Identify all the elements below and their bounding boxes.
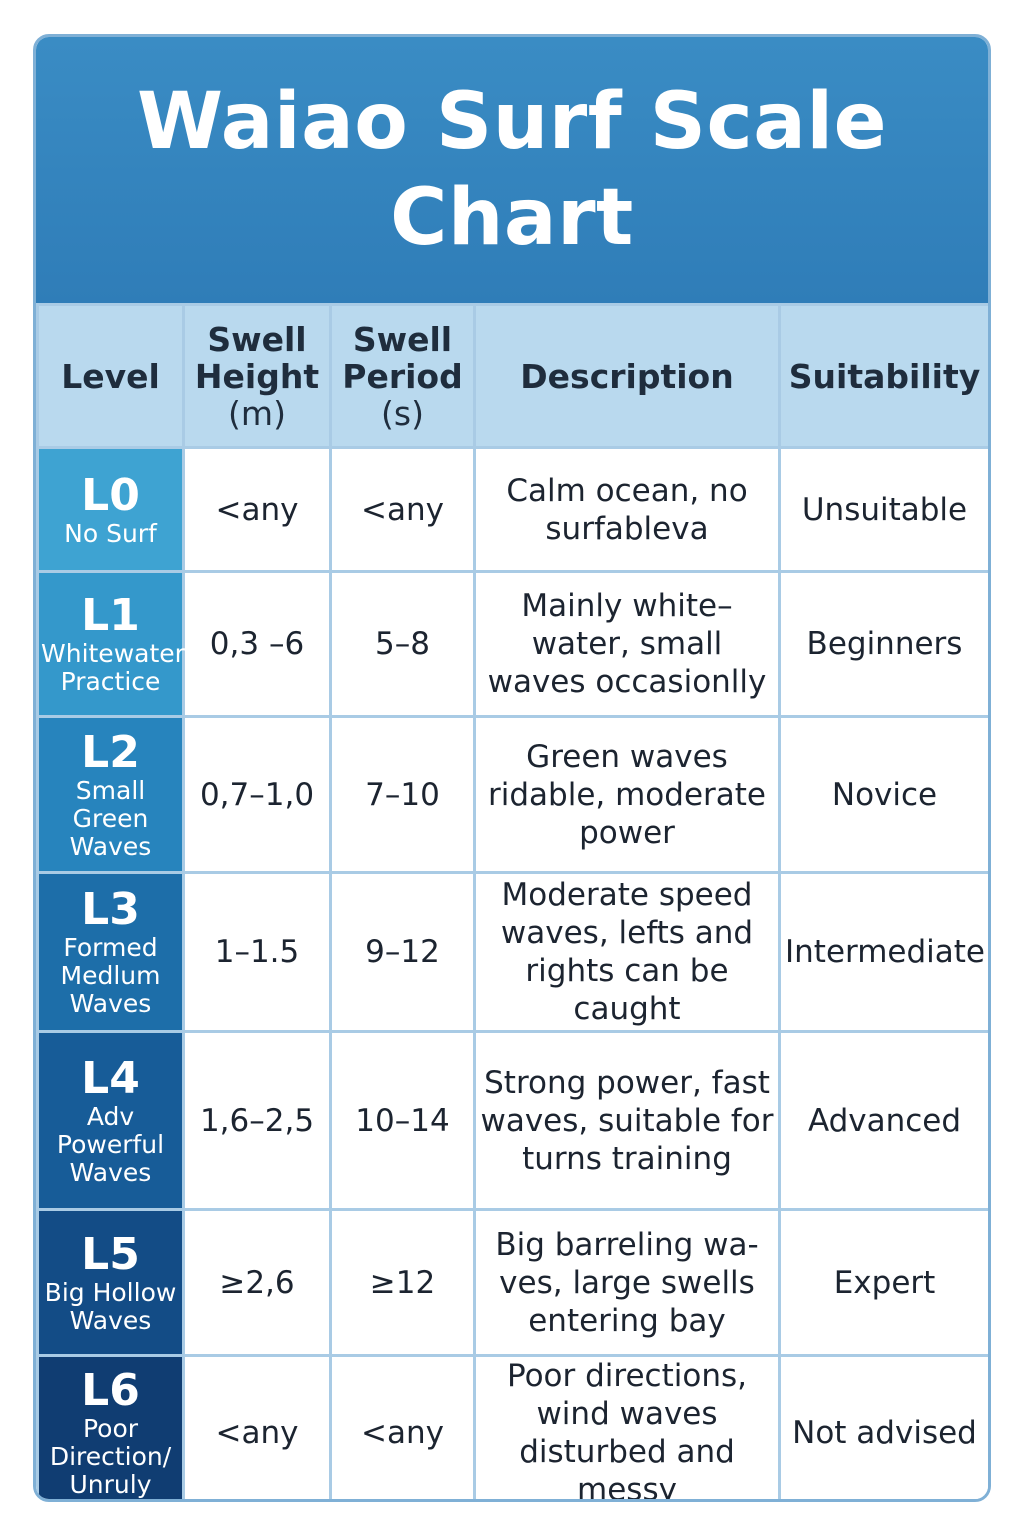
level-code: L6 — [81, 1365, 140, 1416]
swell-height-cell: ≥2,6 — [182, 1208, 332, 1357]
surf-scale-card: Waiao Surf Scale Chart Level Swell Heigh… — [33, 34, 991, 1502]
table-row: L6 Poor Direction/ Unruly <any <any Poor… — [36, 1354, 988, 1499]
swell-period-cell: 5–8 — [329, 570, 476, 718]
table-row: L3 Formed Medlum Waves 1–1.5 9–12 Modera… — [36, 871, 988, 1033]
swell-period-cell: ≥12 — [329, 1208, 476, 1357]
level-code: L5 — [81, 1228, 140, 1280]
swell-height-cell: 1–1.5 — [182, 871, 332, 1033]
description-cell: Strong power, fast waves, suitable for t… — [473, 1030, 781, 1211]
level-cell: L4 Adv Powerful Waves — [36, 1030, 185, 1211]
table-row: L4 Adv Powerful Waves 1,6–2,5 10–14 Stro… — [36, 1030, 988, 1211]
level-code: L1 — [81, 590, 140, 641]
suitability-cell: Beginners — [778, 570, 988, 718]
level-name: No Surf — [64, 518, 157, 548]
suitability-cell: Advanced — [778, 1030, 988, 1211]
header-suitability: Suitability — [778, 303, 988, 449]
header-description: Description — [473, 303, 781, 449]
table-row: L1 Whitewater Practice 0,3 –6 5–8 Mainly… — [36, 570, 988, 718]
swell-period-cell: 9–12 — [329, 871, 476, 1033]
level-cell: L1 Whitewater Practice — [36, 570, 185, 718]
page-title: Waiao Surf Scale Chart — [137, 77, 887, 263]
level-cell: L2 Small Green Waves — [36, 715, 185, 874]
description-cell: Mainly white– water, small waves occasio… — [473, 570, 781, 718]
description-cell: Green waves ridable, moderate power — [473, 715, 781, 874]
swell-period-cell: <any — [329, 1354, 476, 1499]
swell-height-cell: <any — [182, 446, 332, 573]
header-swell-period-unit: (s) — [381, 393, 424, 433]
level-cell: L5 Big Hollow Waves — [36, 1208, 185, 1357]
table-row: L2 Small Green Waves 0,7–1,0 7–10 Green … — [36, 715, 988, 874]
swell-period-cell: 7–10 — [329, 715, 476, 874]
swell-height-cell: 0,3 –6 — [182, 570, 332, 718]
title-banner: Waiao Surf Scale Chart — [36, 37, 988, 303]
header-swell-period-label: Swell Period — [342, 319, 463, 396]
level-cell: L3 Formed Medlum Waves — [36, 871, 185, 1033]
description-cell: Moderate speed waves, lefts and rights c… — [473, 871, 781, 1033]
swell-height-cell: <any — [182, 1354, 332, 1499]
suitability-cell: Expert — [778, 1208, 988, 1357]
level-cell: L6 Poor Direction/ Unruly — [36, 1354, 185, 1499]
swell-height-cell: 1,6–2,5 — [182, 1030, 332, 1211]
header-swell-period: Swell Period (s) — [329, 303, 476, 449]
level-name: Small Green Waves — [69, 775, 152, 861]
level-code: L2 — [81, 726, 140, 778]
level-name: Big Hollow Waves — [44, 1277, 177, 1335]
level-name: Whitewater Practice — [41, 639, 185, 696]
suitability-cell: Intermediate — [778, 871, 988, 1033]
level-code: L0 — [81, 469, 140, 521]
suitability-cell: Unsuitable — [778, 446, 988, 573]
table-row: L5 Big Hollow Waves ≥2,6 ≥12 Big barreli… — [36, 1208, 988, 1357]
header-swell-height-unit: (m) — [228, 393, 286, 433]
suitability-cell: Not advised — [778, 1354, 988, 1499]
level-name: Poor Direction/ Unruly — [49, 1414, 172, 1499]
header-swell-height-label: Swell Height — [194, 319, 320, 396]
table-header-row: Level Swell Height (m) Swell Period (s) … — [36, 303, 988, 449]
swell-period-cell: 10–14 — [329, 1030, 476, 1211]
swell-height-cell: 0,7–1,0 — [182, 715, 332, 874]
suitability-cell: Novice — [778, 715, 988, 874]
surf-scale-table: Level Swell Height (m) Swell Period (s) … — [36, 303, 988, 1499]
header-level: Level — [36, 303, 185, 449]
level-code: L4 — [81, 1052, 140, 1104]
description-cell: Calm ocean, no surfableva — [473, 446, 781, 573]
level-name: Formed Medlum Waves — [60, 933, 161, 1018]
level-name: Adv Powerful Waves — [56, 1101, 165, 1187]
level-cell: L0 No Surf — [36, 446, 185, 573]
description-cell: Big barreling wa- ves, large swells ente… — [473, 1208, 781, 1357]
header-swell-height: Swell Height (m) — [182, 303, 332, 449]
swell-period-cell: <any — [329, 446, 476, 573]
table-row: L0 No Surf <any <any Calm ocean, no surf… — [36, 446, 988, 573]
level-code: L3 — [81, 884, 140, 935]
description-cell: Poor directions, wind waves disturbed an… — [473, 1354, 781, 1499]
